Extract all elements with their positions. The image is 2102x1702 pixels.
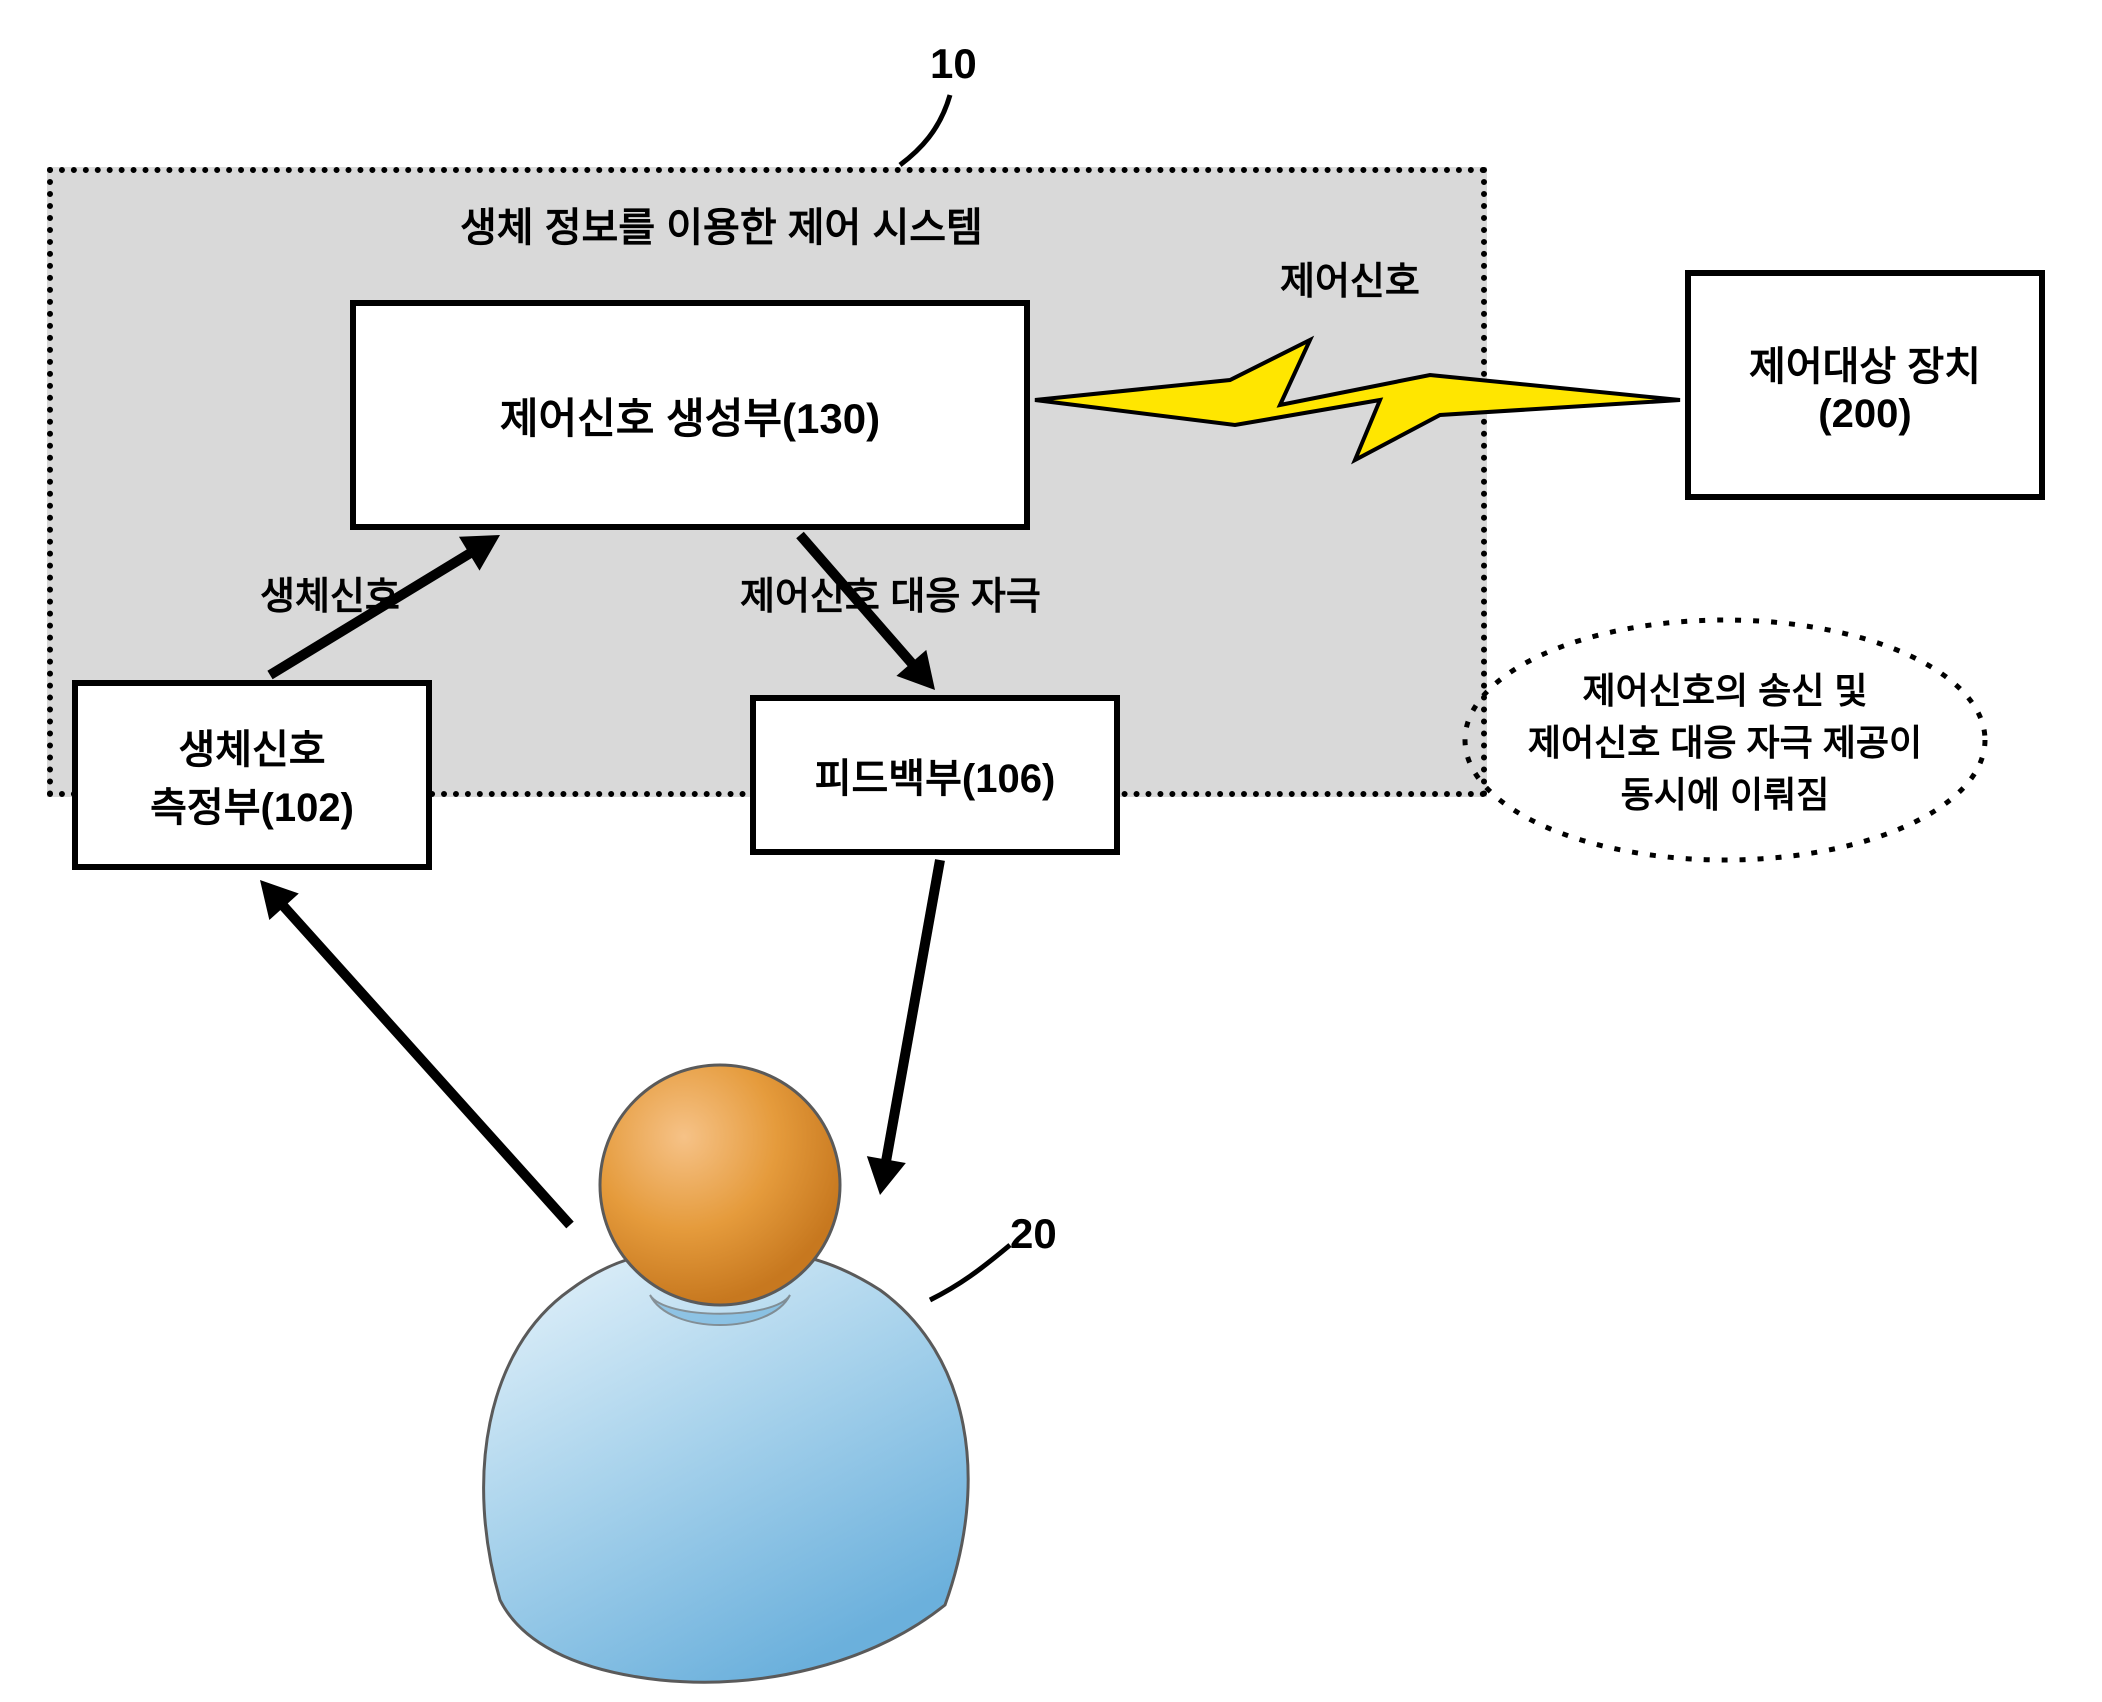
note-ellipse: 제어신호의 송신 및 제어신호 대응 자극 제공이 동시에 이뤄짐 xyxy=(1465,620,1985,860)
note-text: 제어신호 대응 자극 제공이 xyxy=(1528,714,1922,766)
ref-number-10: 10 xyxy=(930,40,977,88)
edge-label-stimulus: 제어신호 대응 자극 xyxy=(740,565,1041,620)
node-text: (200) xyxy=(1818,392,1911,437)
diagram-canvas: 생체 정보를 이용한 제어 시스템 10 제어신호 생성부(130) 생체신호 … xyxy=(0,0,2102,1702)
ref-number-20: 20 xyxy=(1010,1210,1057,1258)
node-text: 생체신호 xyxy=(178,717,325,775)
node-text: 제어신호 생성부(130) xyxy=(500,385,880,446)
note-text: 제어신호의 송신 및 xyxy=(1583,662,1868,714)
user-icon xyxy=(484,1065,969,1682)
node-text: 측정부(102) xyxy=(150,775,354,833)
node-signal-generator: 제어신호 생성부(130) xyxy=(350,300,1030,530)
node-target-device: 제어대상 장치 (200) xyxy=(1685,270,2045,500)
edge-label-control-signal: 제어신호 xyxy=(1280,250,1420,305)
node-measure: 생체신호 측정부(102) xyxy=(72,680,432,870)
node-text: 피드백부(106) xyxy=(815,746,1056,804)
note-text: 동시에 이뤄짐 xyxy=(1621,766,1830,818)
edge-label-biosignal: 생체신호 xyxy=(260,565,400,620)
system-region-label: 생체 정보를 이용한 제어 시스템 xyxy=(460,195,983,253)
node-text: 제어대상 장치 xyxy=(1749,334,1981,392)
node-feedback: 피드백부(106) xyxy=(750,695,1120,855)
